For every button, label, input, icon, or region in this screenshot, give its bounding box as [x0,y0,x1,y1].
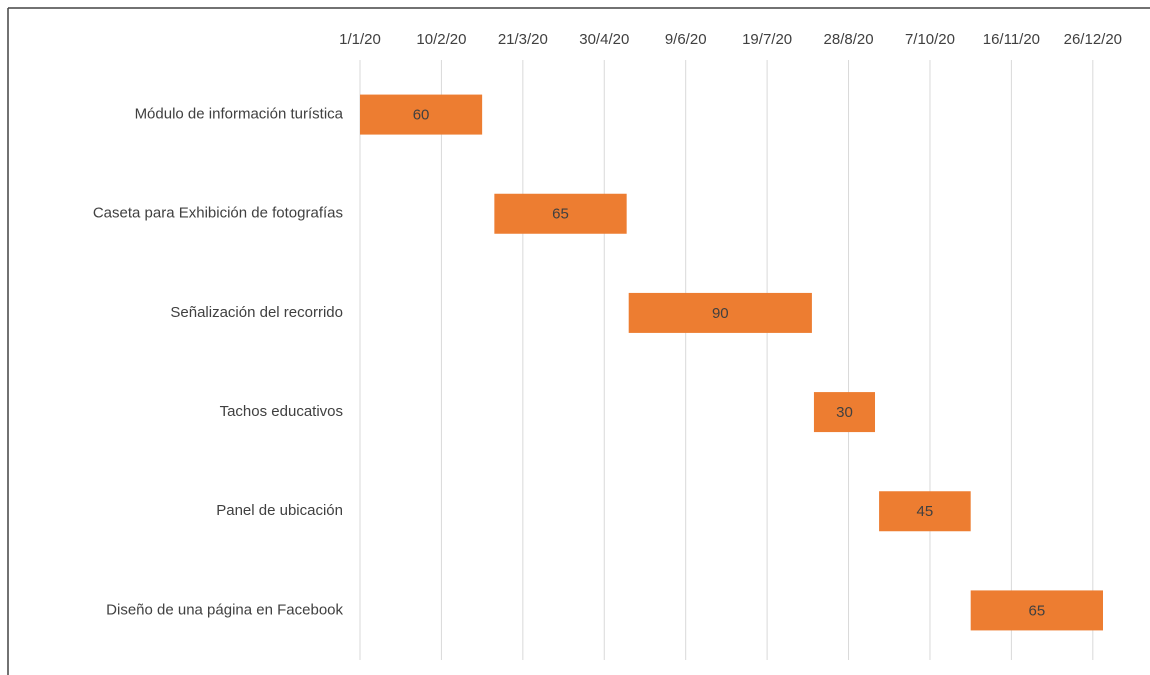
category-label: Caseta para Exhibición de fotografías [93,205,343,222]
x-tick-label: 21/3/20 [498,31,548,48]
bar [813,392,876,433]
data-label: 65 [552,206,569,223]
category-label: Panel de ubicación [216,502,343,519]
x-tick-label: 7/10/20 [905,31,955,48]
x-tick-label: 9/6/20 [665,31,707,48]
x-tick-label: 28/8/20 [824,31,874,48]
category-label: Diseño de una página en Facebook [106,601,343,618]
bar [970,590,1103,631]
bar [879,491,971,532]
data-label: 90 [712,305,729,322]
data-label: 60 [413,107,430,124]
x-tick-label: 30/4/20 [579,31,629,48]
bar [494,193,627,234]
bar [360,94,483,135]
data-label: 45 [917,503,934,520]
category-label: Tachos educativos [220,403,343,420]
x-tick-label: 26/12/20 [1064,31,1122,48]
x-tick-label: 16/11/20 [983,31,1040,48]
bar [628,292,812,333]
x-tick-label: 1/1/20 [339,31,381,48]
x-tick-label: 10/2/20 [416,31,466,48]
category-label: Señalización del recorrido [170,304,343,321]
data-label: 65 [1028,602,1045,619]
category-label: Módulo de información turística [135,106,344,123]
data-label: 30 [836,404,853,421]
x-tick-label: 19/7/20 [742,31,792,48]
